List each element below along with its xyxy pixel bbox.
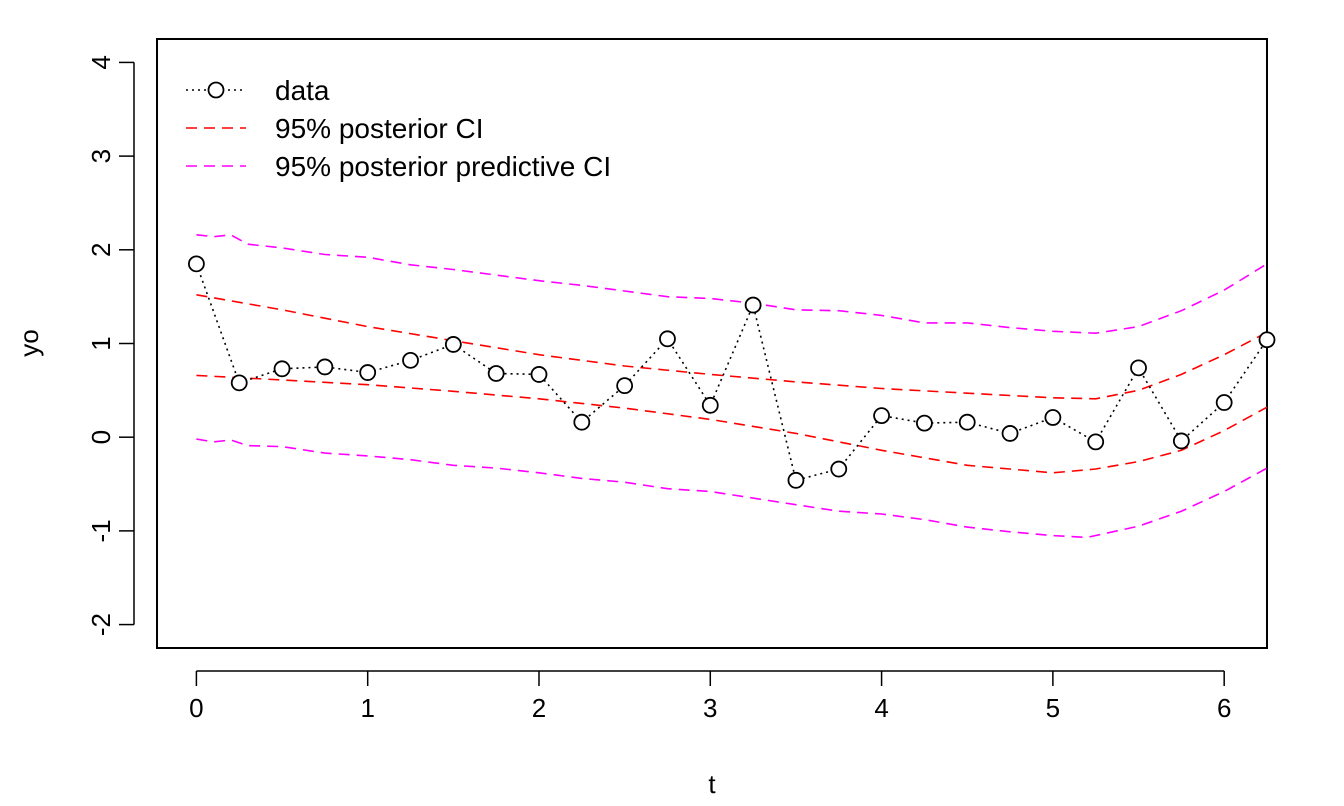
y-tick-label: 0 bbox=[86, 430, 116, 444]
data-point bbox=[316, 358, 334, 376]
data-point bbox=[359, 364, 377, 381]
x-tick-label: 6 bbox=[1217, 693, 1231, 723]
y-tick-label: 4 bbox=[86, 55, 116, 69]
legend-label-data: data bbox=[275, 75, 330, 106]
y-tick-label: 2 bbox=[86, 243, 116, 257]
x-tick-label: 1 bbox=[360, 693, 374, 723]
data-point bbox=[744, 296, 762, 314]
x-tick-label: 2 bbox=[532, 693, 546, 723]
data-point bbox=[1215, 394, 1233, 411]
posterior-ci-upper-line bbox=[196, 294, 1267, 400]
data-point bbox=[916, 414, 933, 432]
x-axis: 0 1 2 3 4 5 6 bbox=[189, 670, 1231, 723]
data-point bbox=[487, 365, 505, 382]
data-point bbox=[1130, 359, 1147, 377]
data-point bbox=[787, 471, 805, 489]
data-series-line bbox=[195, 263, 1267, 482]
x-axis-title: t bbox=[708, 769, 716, 799]
data-point bbox=[701, 396, 719, 414]
legend-marker-data bbox=[207, 81, 225, 99]
predictive-ci-lower-line bbox=[196, 438, 1267, 539]
data-point bbox=[1172, 432, 1190, 450]
data-point bbox=[659, 330, 676, 348]
legend-item-data: data bbox=[186, 75, 330, 106]
data-point bbox=[830, 460, 848, 478]
data-point bbox=[273, 360, 291, 378]
posterior-ci-lower-line bbox=[196, 374, 1267, 474]
legend-item-posterior-ci: 95% posterior CI bbox=[186, 113, 484, 144]
x-tick-label: 5 bbox=[1046, 693, 1060, 723]
x-tick-label: 3 bbox=[703, 693, 717, 723]
legend: data 95% posterior CI 95% posterior pred… bbox=[186, 75, 611, 182]
y-tick-label: 1 bbox=[86, 336, 116, 350]
x-tick-label: 0 bbox=[189, 693, 203, 723]
legend-label-posterior-ci: 95% posterior CI bbox=[275, 113, 484, 144]
series-lines bbox=[195, 233, 1267, 539]
legend-item-predictive-ci: 95% posterior predictive CI bbox=[186, 151, 611, 182]
y-tick-label: -2 bbox=[86, 613, 116, 636]
data-point bbox=[958, 413, 976, 431]
data-point bbox=[187, 255, 205, 273]
data-points bbox=[187, 255, 1276, 489]
data-point bbox=[230, 374, 248, 392]
y-axis-title: yo bbox=[14, 329, 44, 356]
y-tick-label: -1 bbox=[86, 519, 116, 542]
data-point bbox=[530, 366, 548, 383]
x-tick-label: 4 bbox=[874, 693, 888, 723]
y-tick-label: 3 bbox=[86, 149, 116, 163]
y-axis: -2 -1 0 1 2 3 4 bbox=[86, 55, 135, 636]
data-point bbox=[1258, 331, 1276, 349]
data-point bbox=[444, 336, 462, 353]
data-point bbox=[873, 407, 890, 425]
data-point bbox=[1044, 409, 1062, 426]
data-point bbox=[1087, 433, 1105, 451]
data-point bbox=[402, 351, 419, 369]
predictive-ci-upper-line bbox=[196, 233, 1267, 335]
data-point bbox=[616, 377, 634, 395]
legend-label-predictive-ci: 95% posterior predictive CI bbox=[275, 151, 611, 182]
data-point bbox=[573, 413, 591, 431]
data-point bbox=[1001, 425, 1019, 442]
